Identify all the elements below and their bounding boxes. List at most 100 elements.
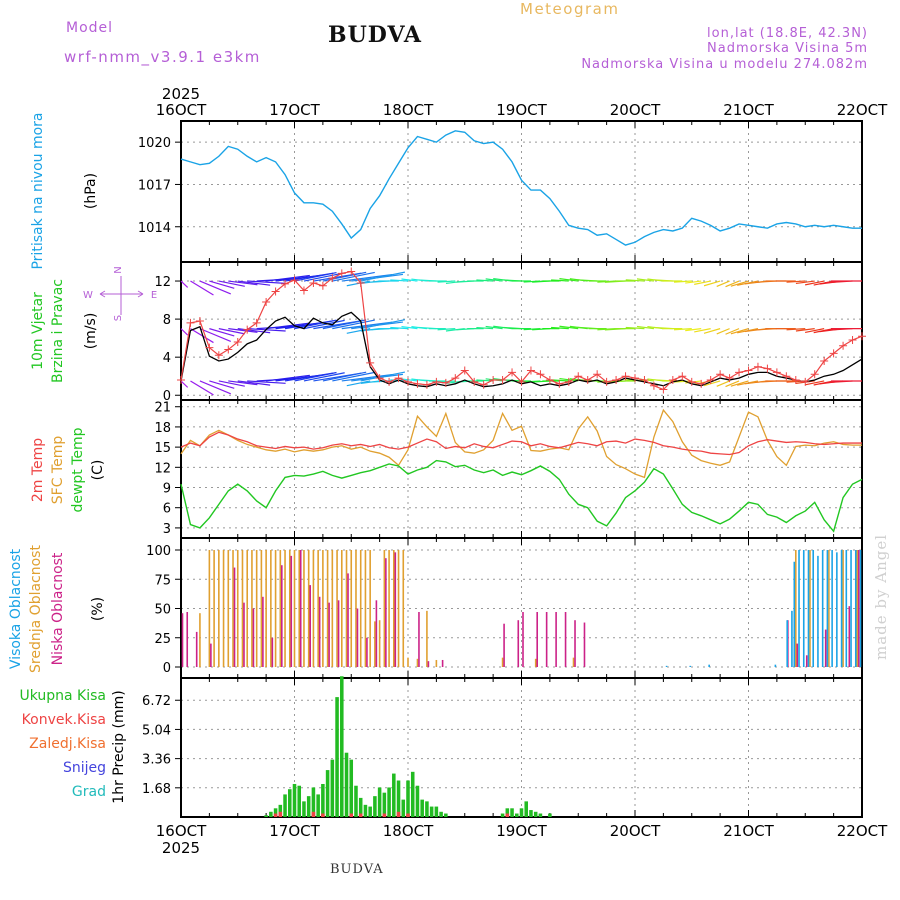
x-label-top: 17OCT — [269, 101, 320, 119]
wind-arrow — [303, 372, 345, 382]
precip-total-bar — [510, 808, 514, 817]
precip-total-bar — [321, 783, 325, 817]
wind-arrow — [332, 271, 375, 282]
wind-arrow — [180, 280, 189, 288]
wind-arrow — [730, 280, 749, 287]
wind-arrow — [237, 280, 271, 286]
wind-arrow — [804, 380, 825, 386]
x-label-top: 22OCT — [837, 101, 888, 119]
dewpoint-line — [180, 459, 863, 533]
wind-arrow — [199, 328, 232, 343]
x-label-bottom: 17OCT — [269, 822, 320, 840]
wind-arrow — [694, 328, 711, 333]
wind-arrow — [476, 326, 494, 330]
y-tick-label: 0 — [163, 661, 171, 676]
x-label-bottom: 20OCT — [610, 822, 661, 840]
precip-total-bar — [358, 797, 363, 817]
y-tick-label: 21 — [154, 401, 171, 416]
precip-total-bar — [349, 759, 354, 817]
wind-gust-marker — [687, 377, 696, 386]
wind-arrow — [437, 328, 456, 331]
wind-gust-marker — [508, 368, 517, 377]
wind-arrow — [209, 380, 235, 389]
pressure-unit: (hPa) — [83, 173, 99, 209]
panel-temperature: 3 6 9 12 15 18 21 — [154, 399, 863, 539]
y-tick-label: 1017 — [138, 178, 171, 193]
wind-gust-marker — [385, 377, 394, 386]
wind-arrow — [437, 280, 456, 283]
wind-gust-marker — [574, 372, 583, 381]
precip-total-bar — [420, 799, 424, 817]
cloud-unit: (%) — [90, 597, 106, 621]
y-tick-label: 75 — [154, 573, 171, 588]
temp-ylabel-sfc: SFC Temp — [50, 436, 66, 505]
y-tick-label: 18 — [154, 421, 171, 436]
precip-total-bar — [330, 759, 335, 817]
temp-unit: (C) — [90, 460, 106, 481]
wind-gust-marker — [725, 374, 734, 383]
wind-gust-marker — [309, 278, 318, 287]
x-label-top: 19OCT — [496, 101, 547, 119]
wind-arrow — [237, 328, 271, 334]
elevation-label: Nadmorska Visina 5m — [707, 41, 868, 56]
precip-total-bar — [287, 789, 292, 817]
sfc-temp-line — [180, 408, 862, 479]
precip-total-bar — [387, 787, 391, 817]
wind-arrow — [341, 321, 393, 330]
wind-gust-marker — [356, 278, 365, 287]
wind-arrow — [485, 278, 503, 282]
wind-gust-marker — [791, 376, 800, 385]
precip-total-bar — [548, 813, 552, 817]
wind-arrow — [551, 279, 569, 282]
precip-total-bar — [311, 787, 316, 817]
wind-gust-marker — [820, 356, 829, 365]
precip-legend-item: Snijeg — [63, 760, 106, 776]
y-tick-label: 9 — [163, 482, 171, 497]
wind-arrow — [636, 325, 654, 330]
precip-total-bar — [533, 811, 538, 817]
wind-arrow — [218, 328, 245, 335]
wind-arrow — [390, 279, 409, 282]
compass-w: W — [83, 290, 93, 301]
precip-conv-bar — [273, 813, 278, 817]
wind-gust-marker — [347, 267, 356, 276]
precip-conv-bar — [406, 813, 410, 817]
y-tick-label: 3 — [163, 522, 171, 537]
wind-arrow — [730, 380, 749, 387]
pressure-line — [180, 130, 862, 246]
wind-arrow — [673, 328, 692, 331]
precip-total-bar — [297, 785, 302, 817]
lonlat-label: lon,lat (18.8E, 42.3N) — [707, 26, 868, 41]
precip-total-bar — [325, 770, 330, 817]
x-label-bottom: 18OCT — [383, 822, 434, 840]
wind-gust-marker — [744, 366, 753, 375]
panel-pressure: 1014 1017 1020 — [138, 120, 863, 263]
wind-arrow — [551, 326, 569, 330]
precip-total-bar — [302, 801, 306, 817]
model-elevation-label: Nadmorska Visina u modelu 274.082m — [581, 57, 868, 72]
wind-arrow — [294, 271, 337, 282]
precip-total-bar — [283, 794, 287, 817]
wind-gust-marker — [602, 377, 611, 386]
wind-gust-marker — [224, 345, 233, 354]
precip-conv-bar — [358, 813, 363, 817]
wind-gust-marker — [195, 317, 204, 326]
panel-frame — [180, 677, 863, 818]
y-tick-label: 0 — [163, 389, 171, 404]
compass-n: N — [113, 266, 124, 273]
x-label-top: 18OCT — [383, 101, 434, 119]
wind-arrow — [360, 271, 405, 282]
wind-gust-marker — [262, 297, 271, 306]
precip-total-bar — [373, 796, 377, 817]
wind-gust-marker — [753, 362, 762, 371]
wind-gust-marker — [441, 378, 450, 387]
wind-gust-marker — [678, 372, 687, 381]
precip-total-bar — [382, 792, 387, 817]
precip-total-bar — [340, 676, 344, 817]
temp-ylabel-2m: 2m Temp — [30, 438, 46, 502]
precip-total-bar — [406, 780, 410, 817]
precip-total-bar — [354, 785, 358, 817]
y-tick-label: 6 — [163, 502, 171, 517]
x-label-bottom: 21OCT — [723, 822, 774, 840]
